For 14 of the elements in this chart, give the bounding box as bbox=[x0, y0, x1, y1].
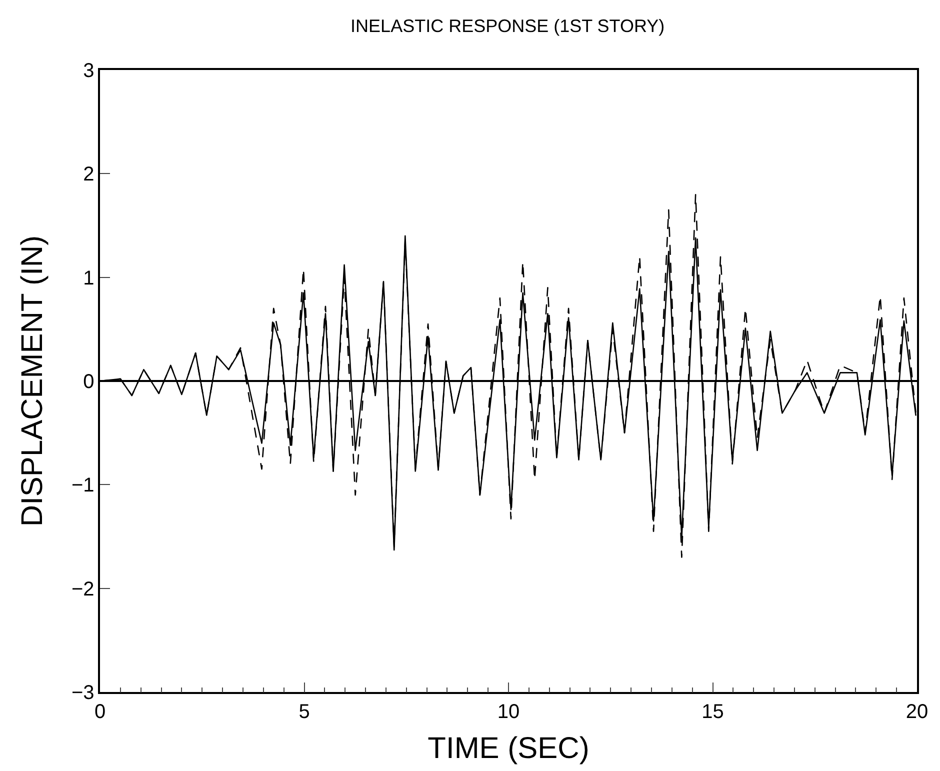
y-axis-title: DISPLACEMENT (IN) bbox=[16, 235, 49, 527]
x-tick-label: 10 bbox=[497, 700, 520, 723]
y-tick-label: 3 bbox=[83, 60, 94, 82]
y-tick-label: −2 bbox=[71, 578, 94, 600]
x-tick-label: 15 bbox=[702, 700, 724, 723]
y-tick-label: −3 bbox=[71, 682, 94, 704]
y-tick-label: 0 bbox=[83, 371, 94, 393]
x-tick-label: 20 bbox=[906, 700, 928, 723]
y-tick-label: 2 bbox=[83, 164, 94, 186]
y-tick-label: 1 bbox=[83, 267, 94, 290]
y-tick-label: −1 bbox=[71, 474, 94, 497]
x-axis-title: TIME (SEC) bbox=[428, 732, 590, 765]
x-tick-label: 5 bbox=[298, 700, 310, 723]
chart-title: INELASTIC RESPONSE (1ST STORY) bbox=[350, 16, 665, 36]
